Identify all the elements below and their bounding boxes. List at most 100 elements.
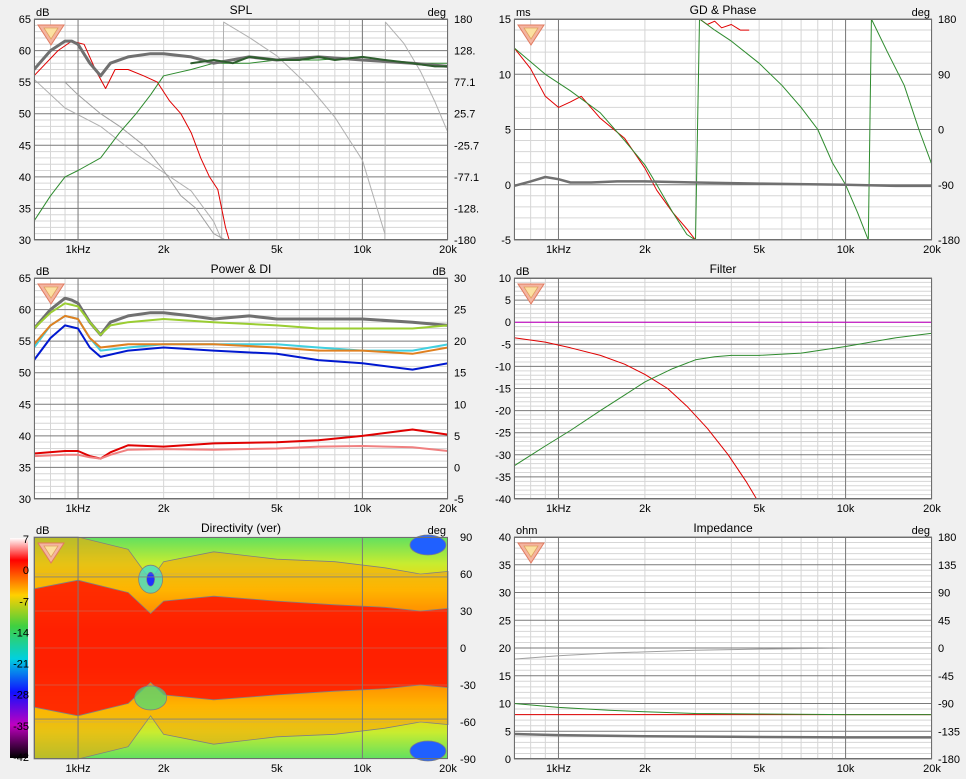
panel-filter: Filter dB -40 -35 -30 -25 -20 -15 -10 -5 0 5 10 1kHz 2… bbox=[495, 262, 941, 515]
y2-tick-label: 0 bbox=[938, 125, 944, 137]
y-tick-label: 65 bbox=[19, 273, 31, 285]
y-tick-label: 45 bbox=[19, 399, 31, 411]
plot-frame bbox=[514, 278, 932, 499]
series-group bbox=[514, 647, 932, 739]
y2-tick-label: 45 bbox=[938, 615, 950, 627]
y2-tick-label: 25.7 bbox=[454, 109, 475, 121]
series-line-5 bbox=[34, 428, 448, 460]
lobe-lower bbox=[134, 685, 168, 711]
x-tick-label: 10k bbox=[354, 503, 372, 515]
y2-tick-label: -90 bbox=[938, 180, 954, 192]
x-tick-label: 1kHz bbox=[66, 763, 91, 775]
y-tick-label: 60 bbox=[19, 46, 31, 58]
chart-title: Impedance bbox=[693, 521, 753, 535]
x-tick-label: 1kHz bbox=[66, 244, 91, 256]
x-tick-label: 2k bbox=[639, 244, 651, 256]
x-tick-label: 20k bbox=[439, 763, 457, 775]
y-tick-label: -30 bbox=[460, 680, 476, 692]
y-unit-left: dB bbox=[36, 525, 49, 537]
series-line-1 bbox=[221, 21, 386, 240]
y-tick-label: -5 bbox=[501, 235, 511, 247]
x-tick-label: 2k bbox=[158, 503, 170, 515]
y2-tick-label: -90 bbox=[938, 699, 954, 711]
y-tick-label: -30 bbox=[495, 450, 511, 462]
series-line-3 bbox=[34, 40, 230, 240]
y-tick-label: 30 bbox=[460, 606, 472, 618]
y-unit-left: ms bbox=[516, 7, 531, 19]
plot-frame bbox=[34, 19, 448, 240]
y-unit-right: deg bbox=[428, 525, 446, 537]
series-line-3 bbox=[514, 732, 932, 739]
x-tick-label: 5k bbox=[271, 503, 283, 515]
panel-gd: GD & Phase ms deg -5 0 5 10 15 -180 -90 0 90 180 1kHz… bbox=[499, 3, 960, 256]
y-tick-label: -40 bbox=[495, 494, 511, 506]
x-tick-label: 20k bbox=[439, 244, 457, 256]
x-tick-label: 20k bbox=[923, 763, 941, 775]
y-tick-label: -60 bbox=[460, 717, 476, 729]
y-tick-label: 35 bbox=[499, 560, 511, 572]
y-tick-label: 50 bbox=[19, 368, 31, 380]
x-tick-label: 5k bbox=[271, 763, 283, 775]
y2-tick-label: 180 bbox=[454, 14, 472, 26]
x-tick-label: 2k bbox=[639, 503, 651, 515]
series-line-2 bbox=[384, 21, 448, 240]
y-tick-label: 5 bbox=[505, 125, 511, 137]
series-group bbox=[34, 296, 448, 460]
y-tick-label: 0 bbox=[505, 317, 511, 329]
x-tick-label: 2k bbox=[158, 763, 170, 775]
y-tick-label: -15 bbox=[495, 384, 511, 396]
y-tick-label: 10 bbox=[499, 273, 511, 285]
y-tick-label: 5 bbox=[505, 295, 511, 307]
series-line-6 bbox=[34, 445, 448, 460]
colorbar-tick-label: 7 bbox=[23, 534, 29, 546]
y-tick-label: 10 bbox=[499, 699, 511, 711]
x-tick-label: 2k bbox=[639, 763, 651, 775]
x-tick-label: 5k bbox=[753, 503, 765, 515]
y-tick-label: 40 bbox=[19, 431, 31, 443]
y-tick-label: 35 bbox=[19, 203, 31, 215]
chart-title: Power & DI bbox=[211, 262, 272, 276]
y2-tick-label: 0 bbox=[938, 643, 944, 655]
series-line-2 bbox=[514, 47, 696, 240]
y-tick-label: 15 bbox=[499, 671, 511, 683]
panel-impedance: Impedance ohm deg 0 5 10 15 20 25 30 35 40 -180 -135 -… bbox=[499, 521, 960, 775]
chart-title: GD & Phase bbox=[690, 3, 757, 17]
panel-power: Power & DI dB dB 30 35 40 45 50 55 60 65 -5 0 5 10 15 20… bbox=[19, 262, 467, 515]
x-tick-label: 20k bbox=[923, 244, 941, 256]
y2-tick-label: 15 bbox=[454, 368, 466, 380]
y-tick-label: 45 bbox=[19, 140, 31, 152]
y2-tick-label: -180 bbox=[938, 754, 960, 766]
colorbar-tick-label: -35 bbox=[13, 721, 29, 733]
y-tick-label: 20 bbox=[499, 643, 511, 655]
y-tick-label: 40 bbox=[499, 532, 511, 544]
x-tick-label: 10k bbox=[354, 244, 372, 256]
x-tick-label: 10k bbox=[354, 763, 372, 775]
y-unit-right: deg bbox=[912, 7, 930, 19]
chart-title: Directivity (ver) bbox=[201, 521, 281, 535]
y-unit-right: deg bbox=[912, 525, 930, 537]
x-tick-label: 1kHz bbox=[546, 763, 571, 775]
series-line-3 bbox=[34, 314, 448, 355]
logo-icon bbox=[517, 283, 545, 305]
lobe-corner-bottom bbox=[409, 740, 447, 762]
chart-title: SPL bbox=[230, 3, 253, 17]
series-group bbox=[34, 21, 448, 240]
y-tick-label: -20 bbox=[495, 406, 511, 418]
y2-tick-label: 135 bbox=[938, 560, 956, 572]
y2-tick-label: 25 bbox=[454, 305, 466, 317]
logo-icon bbox=[37, 24, 65, 46]
colorbar-tick-label: -42 bbox=[13, 752, 29, 764]
y-tick-label: 40 bbox=[19, 172, 31, 184]
series-line-2 bbox=[514, 703, 932, 716]
y2-tick-label: -25.7 bbox=[454, 140, 479, 152]
y2-tick-label: 128. bbox=[454, 46, 475, 58]
y-tick-label: 60 bbox=[460, 569, 472, 581]
y-tick-label: 0 bbox=[460, 643, 466, 655]
y2-tick-label: 5 bbox=[454, 431, 460, 443]
series-line-3 bbox=[695, 19, 869, 240]
series-line-4 bbox=[867, 19, 932, 240]
y-tick-label: 5 bbox=[505, 726, 511, 738]
y-tick-label: 0 bbox=[505, 180, 511, 192]
